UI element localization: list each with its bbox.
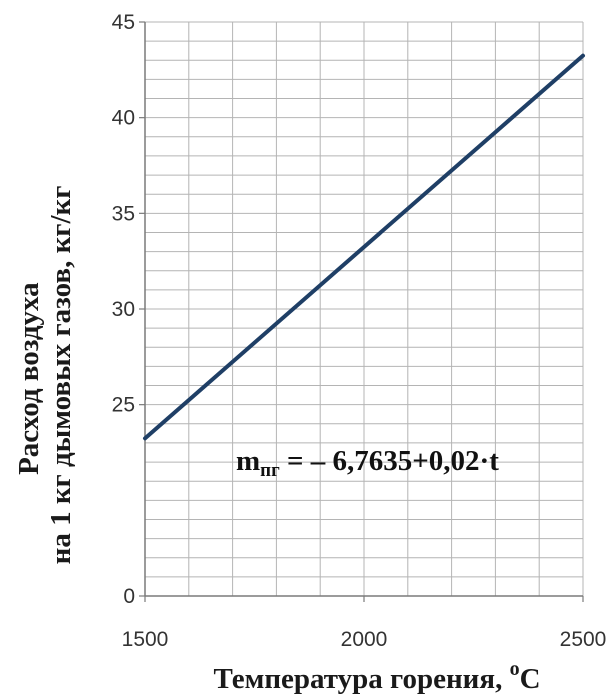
annotation-subscript: пг xyxy=(260,460,280,481)
x-axis-title-unit: C xyxy=(520,663,541,695)
y-tick-label: 25 xyxy=(112,394,135,417)
y-tick-labels: 0 25 30 35 40 45 xyxy=(112,11,135,608)
y-tick-label: 0 xyxy=(123,585,135,608)
x-tick-labels: 1500 2000 2500 xyxy=(122,628,607,651)
x-axis-title: Температура горения, oC xyxy=(213,658,540,695)
series-line xyxy=(143,53,585,441)
y-tick-label: 30 xyxy=(112,298,135,321)
annotation-prefix: m xyxy=(236,445,260,477)
axes xyxy=(139,21,584,602)
series xyxy=(143,53,585,441)
x-tick-label: 1500 xyxy=(122,628,169,651)
x-tick-label: 2000 xyxy=(341,628,388,651)
y-tick-label: 40 xyxy=(112,107,135,130)
y-axis-title-line1: Расход воздуха xyxy=(13,282,45,475)
y-axis-title-line2: на 1 кг дымовых газов, кг/кг xyxy=(45,186,77,565)
x-axis-title-unit-sup: o xyxy=(510,658,520,680)
x-tick-label: 2500 xyxy=(560,628,607,651)
y-tick-label: 35 xyxy=(112,202,135,225)
x-axis-title-text: Температура горения, xyxy=(213,663,509,695)
annotation-text: = – 6,7635+0,02·t xyxy=(280,445,499,477)
y-tick-label: 45 xyxy=(112,11,135,34)
y-axis-title: Расход воздуха на 1 кг дымовых газов, кг… xyxy=(13,186,77,565)
grid xyxy=(144,21,584,597)
annotation-equation: mпг = – 6,7635+0,02·t xyxy=(236,445,499,481)
